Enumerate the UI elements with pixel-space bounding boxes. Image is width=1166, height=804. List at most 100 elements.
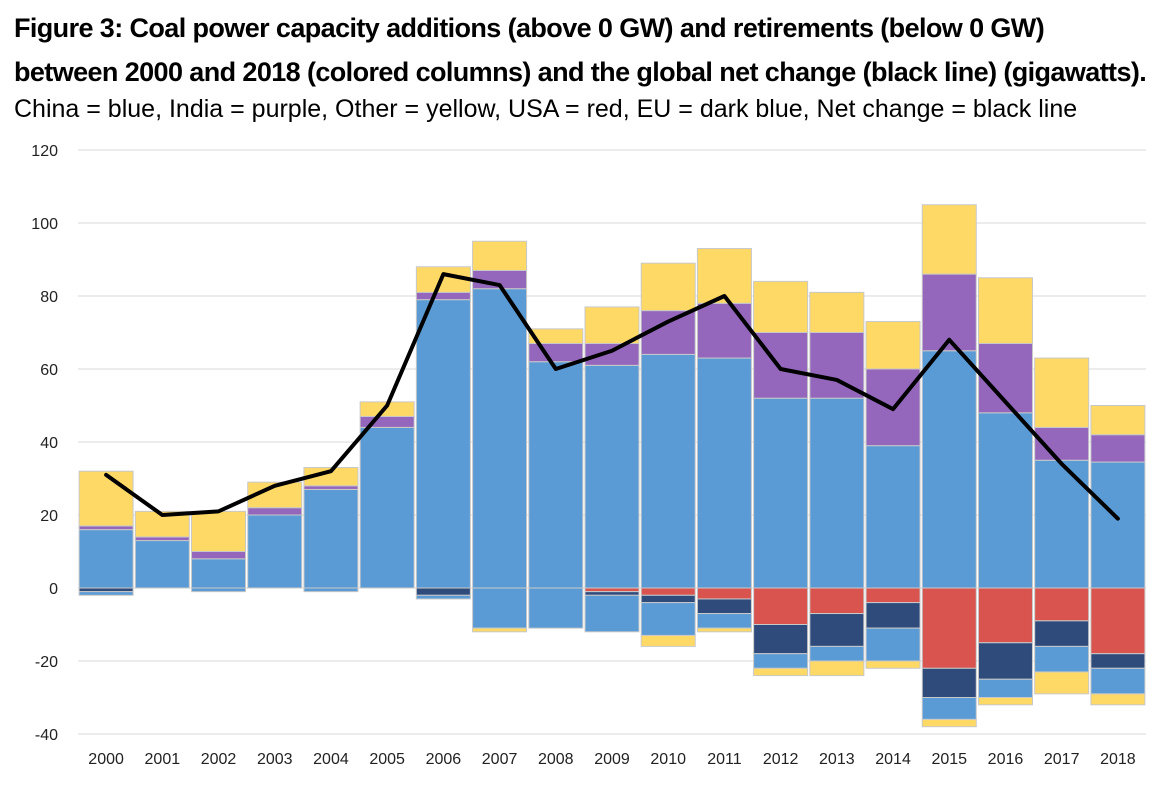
bar-india-addition <box>696 302 752 359</box>
x-tick-label: 2004 <box>313 751 349 768</box>
y-tick-label: -40 <box>35 727 58 744</box>
bar-other-addition <box>809 291 865 334</box>
bar-other-addition <box>191 510 247 553</box>
x-tick-label: 2018 <box>1100 751 1136 768</box>
bar-other-retirement <box>1090 693 1146 706</box>
net-change-point <box>385 404 389 407</box>
bar-china-addition <box>1090 461 1146 589</box>
net-change-point <box>554 367 558 371</box>
bar-india-addition <box>584 342 640 366</box>
bar-china-retirement <box>472 587 528 629</box>
bar-usa-retirement <box>865 587 921 604</box>
bar-eu-retirement <box>1090 653 1146 669</box>
x-tick-label: 2011 <box>707 751 742 768</box>
net-change-point <box>891 407 895 411</box>
y-tick-label: 80 <box>40 289 58 306</box>
x-tick-label: 2014 <box>875 751 911 768</box>
bar-china-retirement <box>1034 645 1090 673</box>
bar-china-retirement <box>753 653 809 669</box>
bar-other-retirement <box>753 667 809 677</box>
bar-usa-retirement <box>640 587 696 596</box>
y-tick-label: 0 <box>49 581 58 598</box>
x-tick-label: 2016 <box>988 751 1024 768</box>
bar-china-addition <box>921 350 977 589</box>
bar-china-retirement <box>809 645 865 662</box>
bar-china-addition <box>696 357 752 589</box>
x-tick-label: 2010 <box>650 751 686 768</box>
bars <box>78 204 1146 728</box>
bar-other-retirement <box>977 697 1033 706</box>
bar-usa-retirement <box>1034 587 1090 622</box>
net-change-point <box>779 367 783 371</box>
chart-subtitle: China = blue, India = purple, Other = ye… <box>14 95 1078 123</box>
bar-usa-retirement <box>809 587 865 615</box>
x-tick-label: 2002 <box>201 751 237 768</box>
bar-china-retirement <box>921 697 977 720</box>
axis-labels: -40 -20 0 20 40 60 80 100 120 2000 2001 2002 2003 200… <box>31 143 1135 768</box>
bar-china-addition <box>753 397 809 589</box>
bar-eu-retirement <box>809 613 865 647</box>
y-tick-label: 100 <box>31 216 58 233</box>
bar-china-addition <box>134 540 190 589</box>
bar-india-addition <box>415 291 471 301</box>
bar-china-addition <box>191 558 247 589</box>
net-change-point <box>160 513 164 517</box>
x-tick-label: 2000 <box>88 751 124 768</box>
x-tick-label: 2008 <box>538 751 574 768</box>
bar-other-retirement <box>809 660 865 677</box>
bar-other-addition <box>640 262 696 312</box>
bar-other-addition <box>472 240 528 271</box>
bar-china-retirement <box>78 591 134 596</box>
x-tick-label: 2005 <box>369 751 405 768</box>
bar-other-retirement <box>640 634 696 647</box>
bar-china-addition <box>415 299 471 589</box>
bar-eu-retirement <box>1034 620 1090 647</box>
bar-china-addition <box>78 529 134 589</box>
net-change-layer <box>104 272 1120 521</box>
bar-usa-retirement <box>1090 587 1146 655</box>
net-change-point <box>835 378 839 382</box>
chart-title: Figure 3: Coal power capacity additions … <box>14 13 1147 87</box>
bar-usa-retirement <box>921 587 977 669</box>
bar-china-addition <box>247 514 303 589</box>
net-change-point <box>666 320 670 324</box>
bar-china-retirement <box>1090 667 1146 695</box>
bar-china-retirement <box>584 594 640 633</box>
bar-eu-retirement <box>977 642 1033 680</box>
bar-china-retirement <box>528 587 584 629</box>
bar-usa-retirement <box>584 587 640 593</box>
bar-usa-retirement <box>753 587 809 625</box>
net-change-point <box>947 338 951 342</box>
bar-china-addition <box>359 426 415 589</box>
x-tick-label: 2001 <box>145 751 181 768</box>
bar-other-addition <box>528 328 584 344</box>
net-change-point <box>1116 517 1120 521</box>
x-tick-label: 2015 <box>931 751 967 768</box>
bar-eu-retirement <box>865 602 921 629</box>
net-change-point <box>441 272 445 276</box>
x-tick-label: 2017 <box>1044 751 1080 768</box>
bar-china-addition <box>977 412 1033 589</box>
net-change-point <box>217 509 221 513</box>
y-tick-label: 20 <box>40 508 58 525</box>
bar-other-addition <box>865 321 921 370</box>
bar-china-addition <box>528 361 584 589</box>
net-change-point <box>722 294 726 298</box>
bar-china-addition <box>584 364 640 589</box>
net-change-point <box>329 469 333 473</box>
net-change-point <box>273 484 277 488</box>
net-change-point <box>1060 462 1064 466</box>
y-tick-label: 40 <box>40 435 58 452</box>
net-change-point <box>610 349 614 353</box>
bar-china-addition <box>1034 459 1090 589</box>
bar-china-retirement <box>696 613 752 629</box>
bar-india-addition <box>528 342 584 363</box>
bar-eu-retirement <box>415 587 471 596</box>
bar-eu-retirement <box>78 587 134 593</box>
net-change-point <box>1003 400 1007 404</box>
net-change-point <box>498 283 502 287</box>
bar-china-retirement <box>865 627 921 662</box>
bar-india-addition <box>303 485 359 490</box>
bar-china-retirement <box>303 587 359 593</box>
